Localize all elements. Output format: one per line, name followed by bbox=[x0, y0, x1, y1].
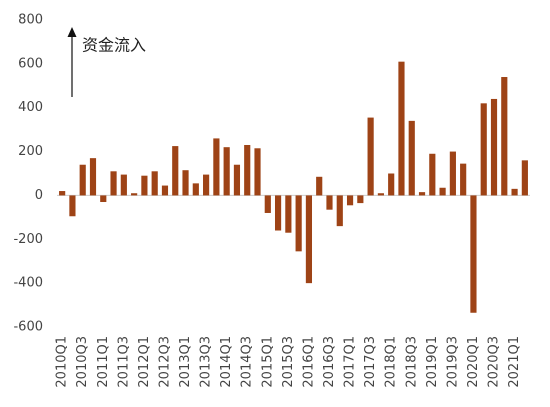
x-tick-label: 2015Q3 bbox=[281, 336, 296, 388]
x-tick-label: 2011Q1 bbox=[96, 336, 111, 388]
bar bbox=[490, 98, 498, 196]
x-tick-label: 2018Q1 bbox=[384, 336, 399, 388]
x-tick-label: 2018Q3 bbox=[404, 336, 419, 388]
bar bbox=[388, 173, 395, 196]
bar bbox=[377, 193, 384, 196]
bar bbox=[89, 158, 97, 196]
bar bbox=[460, 163, 467, 196]
bar bbox=[233, 164, 241, 196]
annotation: 资金流入 bbox=[82, 36, 146, 55]
bar bbox=[203, 174, 210, 196]
y-tick-label: 400 bbox=[18, 100, 43, 115]
x-tick-label: 2012Q1 bbox=[137, 336, 152, 388]
bar bbox=[213, 138, 220, 196]
bar bbox=[418, 192, 426, 196]
x-tick-label: 2010Q1 bbox=[55, 336, 70, 388]
x-tick-label: 2020Q1 bbox=[466, 336, 481, 388]
bar bbox=[398, 61, 405, 196]
bar bbox=[439, 187, 446, 196]
bar bbox=[79, 164, 86, 196]
x-tick-label: 2019Q1 bbox=[425, 336, 440, 388]
bar bbox=[223, 147, 230, 196]
bar bbox=[172, 146, 179, 196]
bar bbox=[501, 77, 508, 196]
x-tick-label: 2019Q3 bbox=[445, 336, 460, 388]
bar bbox=[316, 176, 323, 196]
y-tick-label: 800 bbox=[18, 13, 43, 28]
bar bbox=[521, 160, 528, 196]
bar bbox=[182, 170, 189, 196]
y-tick-label: -400 bbox=[13, 276, 43, 291]
bar bbox=[470, 195, 477, 313]
y-tick-label: 600 bbox=[18, 56, 43, 71]
x-tick-label: 2010Q3 bbox=[75, 336, 90, 388]
bar bbox=[244, 144, 251, 196]
bar bbox=[480, 103, 487, 196]
bar bbox=[141, 175, 148, 196]
x-tick-label: 2017Q1 bbox=[343, 336, 358, 388]
x-tick-label: 2011Q3 bbox=[116, 336, 131, 388]
bar bbox=[264, 195, 271, 213]
bar bbox=[305, 195, 313, 284]
x-tick-label: 2016Q3 bbox=[322, 336, 337, 388]
bar bbox=[285, 195, 292, 233]
bar bbox=[192, 183, 199, 196]
x-tick-label: 2013Q1 bbox=[178, 336, 193, 388]
bar bbox=[100, 195, 107, 203]
annotation-arrowhead bbox=[67, 27, 77, 37]
bar bbox=[274, 195, 282, 231]
bar bbox=[161, 185, 169, 196]
bar bbox=[69, 195, 76, 217]
y-tick-label: 0 bbox=[35, 188, 43, 203]
x-tick-label: 2014Q3 bbox=[240, 336, 255, 388]
bar bbox=[120, 174, 127, 196]
x-tick-label: 2020Q3 bbox=[487, 336, 502, 388]
x-tick-label: 2015Q1 bbox=[260, 336, 275, 388]
bar bbox=[449, 151, 456, 196]
x-tick-label: 2017Q3 bbox=[363, 336, 378, 388]
x-tick-label: 2021Q1 bbox=[507, 336, 522, 388]
bar bbox=[408, 120, 415, 196]
bar bbox=[336, 195, 343, 227]
bar bbox=[151, 171, 158, 196]
y-tick-label: 200 bbox=[18, 144, 43, 159]
bar bbox=[254, 148, 261, 196]
x-tick-label: 2013Q3 bbox=[199, 336, 214, 388]
bar bbox=[59, 191, 66, 196]
y-tick-label: -600 bbox=[13, 320, 43, 335]
x-tick-label: 2016Q1 bbox=[301, 336, 316, 388]
x-tick-label: 2012Q3 bbox=[157, 336, 172, 388]
bar bbox=[429, 153, 436, 196]
x-tick-label: 2014Q1 bbox=[219, 336, 234, 388]
y-tick-label: -200 bbox=[13, 232, 43, 247]
bar bbox=[357, 195, 364, 204]
bar bbox=[326, 195, 333, 210]
bar bbox=[110, 171, 117, 196]
bar bbox=[131, 193, 138, 196]
bar bbox=[367, 117, 374, 196]
bar bbox=[295, 195, 302, 252]
bar bbox=[511, 188, 518, 196]
bar bbox=[346, 195, 354, 206]
